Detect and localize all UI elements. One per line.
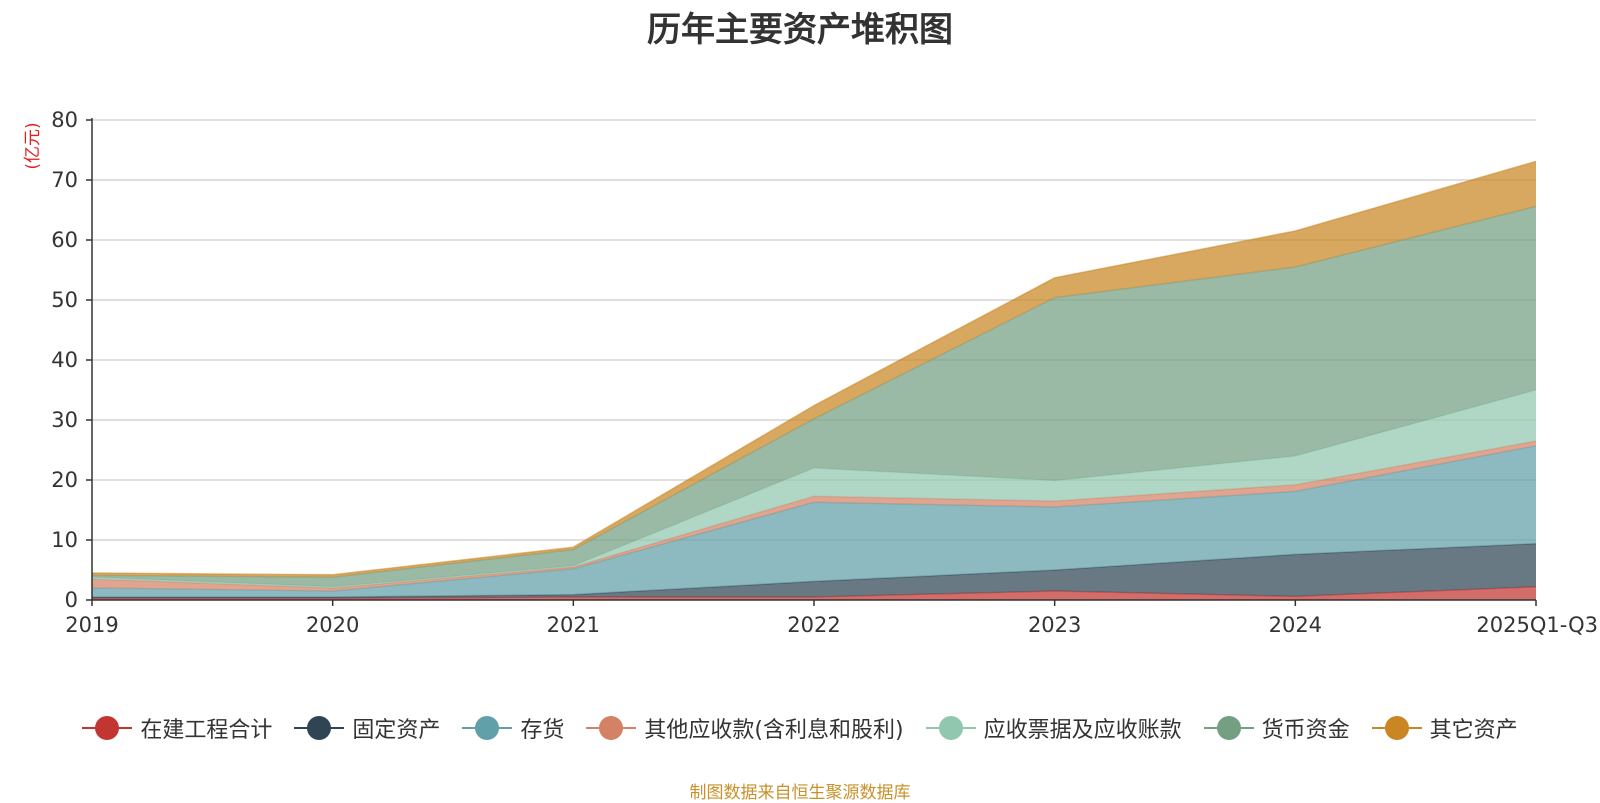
- series-areas: [91, 160, 1537, 600]
- series-line-6: [91, 160, 1537, 576]
- legend-marker-icon: [1371, 715, 1422, 741]
- legend-label: 其它资产: [1429, 718, 1518, 743]
- y-tick-label: 60: [51, 228, 78, 252]
- legend-item-6[interactable]: 其它资产: [1371, 712, 1518, 744]
- legend-item-3[interactable]: 其他应收款(含利息和股利): [586, 712, 904, 744]
- y-tick-label: 40: [51, 348, 78, 372]
- y-tick-label: 10: [51, 528, 78, 552]
- x-tick-label: 2024: [1269, 613, 1322, 637]
- legend-item-4[interactable]: 应收票据及应收账款: [925, 712, 1182, 744]
- area-series-4[interactable]: [92, 390, 1536, 588]
- y-tick-label: 80: [51, 108, 78, 132]
- legend-label: 货币资金: [1261, 718, 1350, 743]
- x-tick-label: 2019: [65, 613, 118, 637]
- y-tick-label: 70: [51, 168, 78, 192]
- legend-marker-icon: [294, 715, 345, 741]
- legend-label: 其他应收款(含利息和股利): [644, 718, 904, 743]
- legend-label: 应收票据及应收账款: [983, 718, 1182, 743]
- legend-marker-icon: [462, 715, 513, 741]
- x-tick-label: 2021: [547, 613, 600, 637]
- legend-label: 存货: [520, 718, 565, 743]
- x-tick-label: 2025Q1-Q3: [1476, 613, 1598, 637]
- x-tick-label: 2022: [787, 613, 840, 637]
- legend-item-0[interactable]: 在建工程合计: [82, 712, 272, 744]
- area-series-5[interactable]: [92, 206, 1536, 587]
- area-series-1[interactable]: [92, 543, 1536, 599]
- source-note: 制图数据来自恒生聚源数据库: [689, 783, 911, 803]
- y-tick-label: 20: [51, 468, 78, 492]
- legend-item-1[interactable]: 固定资产: [294, 712, 440, 744]
- legend-marker-icon: [586, 715, 637, 741]
- x-tick-label: 2023: [1028, 613, 1081, 637]
- area-series-2[interactable]: [92, 445, 1536, 597]
- y-unit-label: (亿元): [23, 122, 43, 169]
- legend-marker-icon: [82, 715, 133, 741]
- y-tick-label: 50: [51, 288, 78, 312]
- legend-marker-icon: [1203, 715, 1254, 741]
- y-tick-label: 0: [65, 588, 78, 612]
- axes: 0 10 20 30 40 50 60 70 80 2019 2020 2021 2022 2023 202…: [23, 108, 1598, 637]
- legend-marker-icon: [925, 715, 976, 741]
- legend-item-2[interactable]: 存货: [462, 712, 564, 744]
- chart-title: 历年主要资产堆积图: [647, 10, 953, 50]
- legend-label: 在建工程合计: [140, 718, 273, 743]
- legend: 在建工程合计 固定资产 存货 其他应收款(含利息和股利) 应收票据及应收账款 货币资金 其它…: [0, 712, 1600, 744]
- y-tick-label: 30: [51, 408, 78, 432]
- area-series-6[interactable]: [92, 161, 1536, 578]
- x-tick-label: 2020: [306, 613, 359, 637]
- legend-label: 固定资产: [352, 718, 441, 743]
- area-series-0[interactable]: [92, 586, 1536, 600]
- legend-item-5[interactable]: 货币资金: [1203, 712, 1350, 744]
